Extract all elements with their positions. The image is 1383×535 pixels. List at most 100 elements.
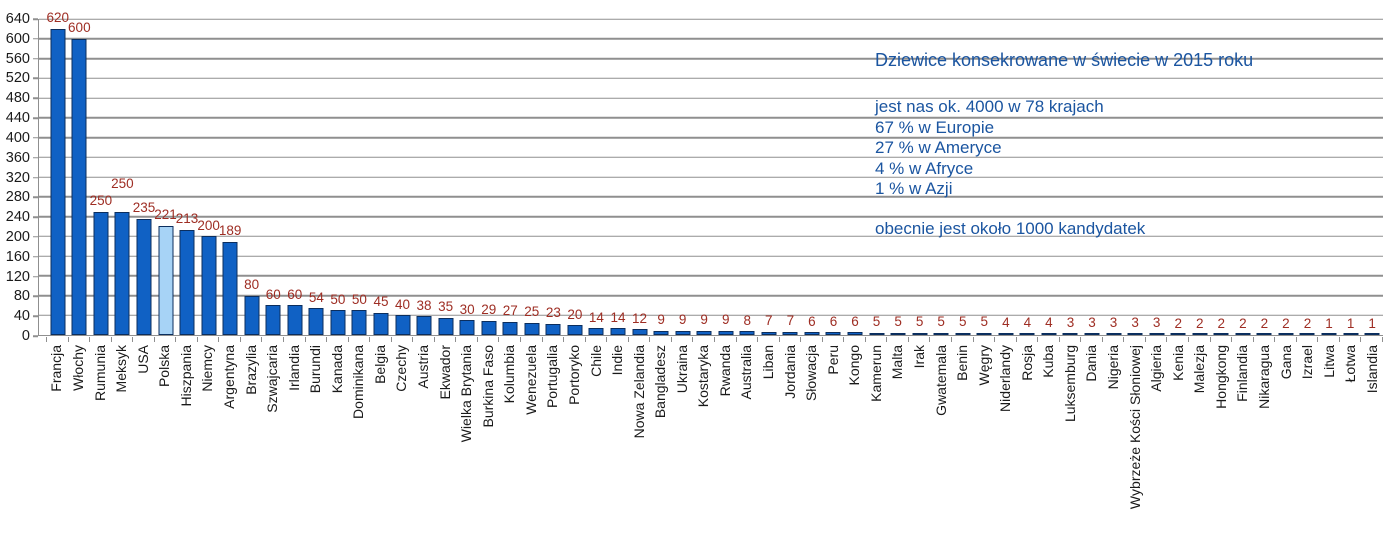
x-label-slot: Peru — [822, 345, 844, 534]
x-label-slot: Meksyk — [111, 345, 133, 534]
bar-value-label: 7 — [786, 313, 795, 329]
bar-slot: 2 — [1189, 19, 1211, 335]
x-axis-label: Gana — [1277, 345, 1294, 380]
bar-value-label: 600 — [68, 20, 91, 36]
bar — [373, 312, 389, 335]
bar — [545, 323, 561, 335]
x-label-slot: Wielka Brytania — [456, 345, 478, 534]
bar — [114, 211, 130, 335]
bar-value-label: 2 — [1239, 315, 1247, 331]
x-axis-tick — [844, 337, 866, 342]
x-axis-tick — [1275, 337, 1297, 342]
x-label-slot: Portugalia — [542, 345, 564, 534]
bar-slot: 23 — [543, 19, 565, 335]
x-axis-tick — [1103, 337, 1125, 342]
y-axis-tick — [33, 38, 38, 40]
bar-slot: 4 — [1038, 19, 1060, 335]
y-axis-tick — [33, 335, 38, 337]
bar-value-label: 45 — [373, 294, 389, 310]
bar-value-label: 6 — [808, 313, 816, 329]
bar — [1256, 333, 1272, 335]
x-label-slot: Francja — [46, 345, 68, 534]
x-axis-label: Hongkong — [1212, 345, 1229, 409]
x-label-slot: Jordania — [779, 345, 801, 534]
bar — [93, 211, 109, 335]
x-label-slot: Algieria — [1146, 345, 1168, 534]
bar-slot: 27 — [499, 19, 521, 335]
x-axis-tick — [974, 337, 996, 342]
bar-slot: 3 — [1081, 19, 1103, 335]
bar-value-label: 620 — [46, 10, 70, 26]
x-label-slot: Kongo — [844, 345, 866, 534]
x-axis-tick — [823, 337, 845, 342]
y-axis-tick-label: 640 — [5, 10, 30, 27]
y-axis-tick-label: 0 — [21, 327, 30, 344]
x-axis-label: Indie — [609, 345, 626, 376]
x-axis-tick — [1189, 337, 1211, 342]
bar — [330, 310, 346, 335]
bar — [201, 236, 217, 335]
x-axis-tick — [586, 337, 608, 342]
x-axis-tick — [1060, 337, 1082, 342]
x-label-slot: Czechy — [391, 345, 413, 534]
x-axis-label: Kamerun — [867, 345, 884, 402]
x-axis-label: Peru — [824, 345, 841, 375]
y-axis-tick — [33, 176, 38, 179]
x-axis-tick — [1318, 337, 1340, 342]
bar — [976, 332, 992, 335]
x-axis-tick — [46, 337, 69, 342]
bar-value-label: 38 — [416, 297, 432, 313]
bar — [502, 321, 518, 335]
bar-value-label: 14 — [588, 309, 604, 325]
x-axis-label: Chile — [587, 345, 604, 377]
y-axis-tick-label: 40 — [13, 307, 30, 324]
bar-slot: 2 — [1254, 19, 1276, 335]
x-axis-tick — [306, 337, 328, 342]
x-label-slot: Chile — [585, 345, 607, 534]
x-axis-tick — [1124, 337, 1146, 342]
bar-slot: 50 — [327, 19, 349, 335]
x-axis-tick — [801, 337, 823, 342]
bar-slot: 7 — [780, 19, 802, 335]
x-label-slot: Rosja — [1016, 345, 1038, 534]
bar — [222, 241, 238, 335]
x-label-slot: Łotwa — [1340, 345, 1362, 534]
x-axis-tick — [176, 337, 198, 342]
x-label-slot: Szwajcaria — [262, 345, 284, 534]
x-label-slot: USA — [132, 345, 154, 534]
x-label-slot: Austria — [413, 345, 435, 534]
x-label-slot: Dania — [1081, 345, 1103, 534]
chart-annotation: Dziewice konsekrowane w świecie w 2015 r… — [875, 50, 1253, 239]
chart-info-lines: jest nas ok. 4000 w 78 krajach 67 % w Eur… — [875, 97, 1253, 200]
bar-slot: 5 — [909, 19, 931, 335]
bar — [524, 322, 540, 335]
x-axis-tick — [392, 337, 414, 342]
x-label-slot: Irak — [909, 345, 931, 534]
bar — [632, 329, 648, 335]
bar — [1364, 333, 1380, 335]
x-axis-label: USA — [134, 345, 151, 374]
x-label-slot: Argentyna — [219, 345, 241, 534]
x-axis-label: Polska — [156, 345, 173, 388]
y-axis-tick-label: 160 — [5, 248, 30, 265]
bar — [998, 333, 1014, 335]
x-axis-label: Niemcy — [199, 345, 216, 392]
x-axis-label: Belgia — [371, 345, 388, 384]
x-axis-label: Malezja — [1191, 345, 1208, 394]
x-axis-tick — [758, 337, 780, 342]
bar-value-label: 54 — [308, 289, 324, 305]
bar-value-label: 4 — [1002, 314, 1010, 330]
x-axis-tick — [866, 337, 888, 342]
x-axis-tick — [112, 337, 134, 342]
bar — [825, 332, 841, 335]
bar — [351, 310, 367, 335]
x-axis-tick — [1340, 337, 1362, 342]
bar — [1299, 333, 1315, 335]
bar — [1106, 333, 1122, 335]
x-label-slot: Hongkong — [1210, 345, 1232, 534]
bar-slot: 9 — [715, 19, 737, 335]
x-axis-label: Węgry — [975, 345, 992, 386]
y-axis-tick-label: 560 — [5, 50, 30, 67]
bar — [1127, 333, 1143, 335]
bar — [416, 316, 432, 335]
